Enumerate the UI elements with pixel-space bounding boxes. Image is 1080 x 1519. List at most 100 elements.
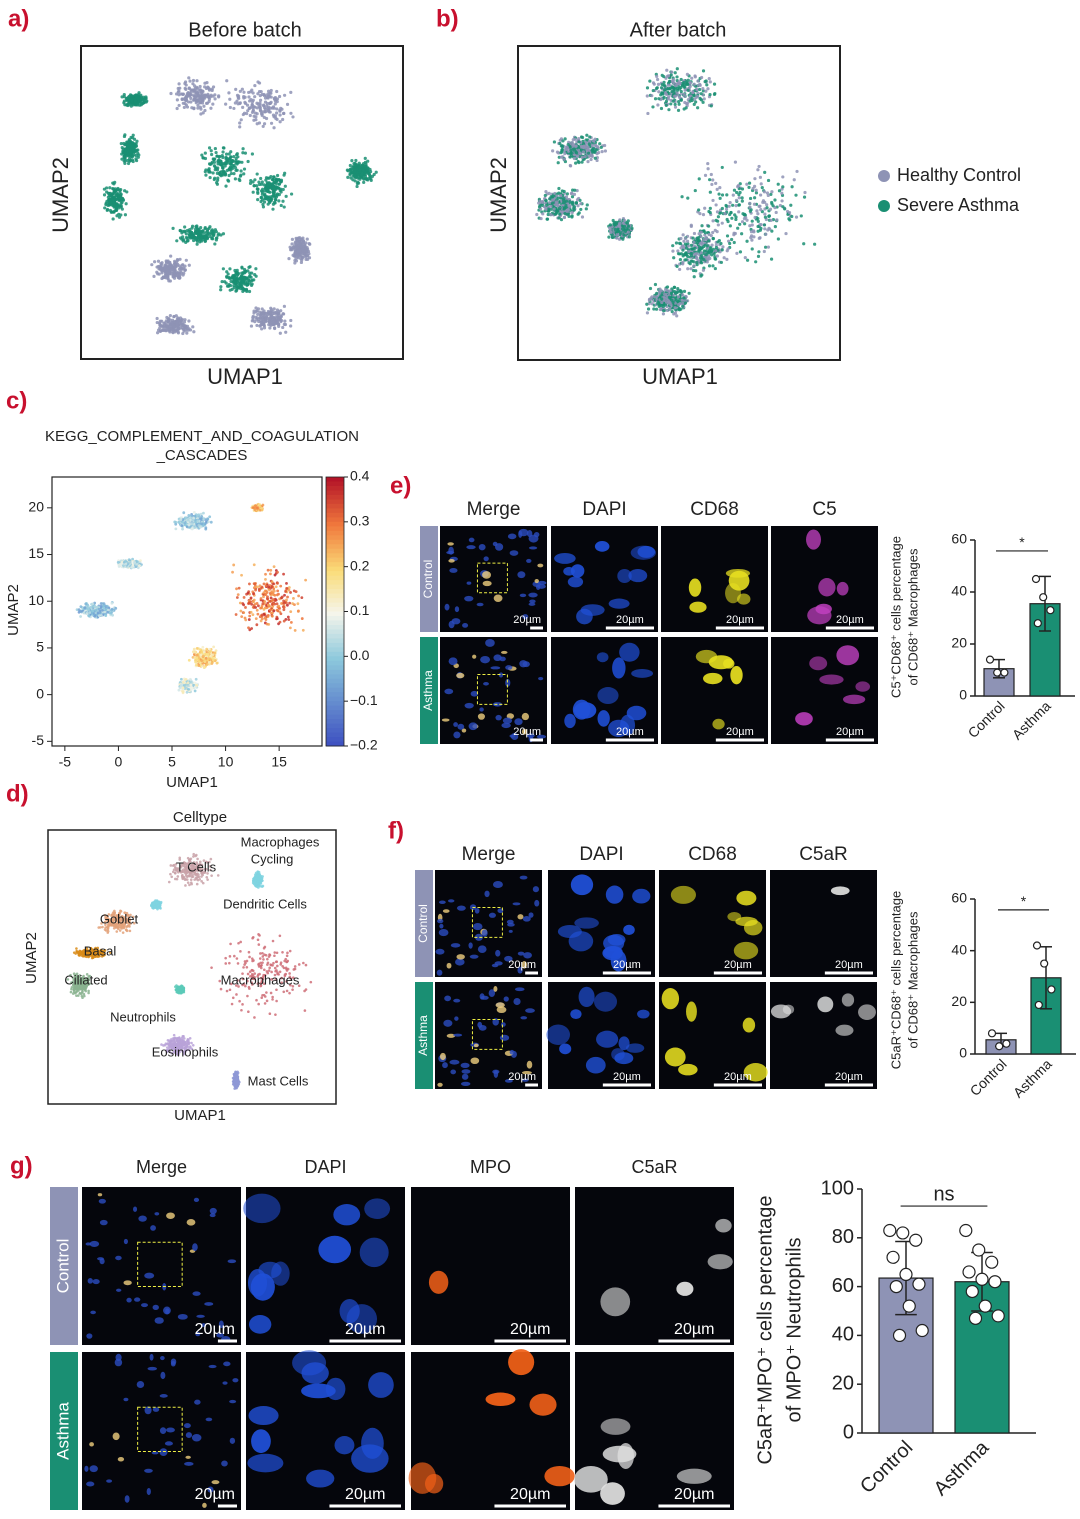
cell-dot bbox=[227, 152, 231, 156]
cell-dot bbox=[262, 110, 266, 114]
cell-dot bbox=[211, 237, 215, 241]
cell-dot bbox=[260, 190, 264, 194]
cell-dot bbox=[156, 264, 161, 269]
cell-dot bbox=[762, 223, 767, 227]
panel-title: After batch bbox=[630, 19, 727, 41]
cell-dot bbox=[268, 326, 272, 330]
cell-dot bbox=[696, 106, 700, 110]
cell-dot bbox=[686, 101, 690, 105]
cell-dot bbox=[177, 103, 181, 108]
cell-dot bbox=[701, 86, 705, 91]
cell-dot bbox=[247, 265, 251, 269]
cell-dot bbox=[753, 196, 757, 200]
cell-dot bbox=[291, 115, 295, 119]
cell-dot bbox=[212, 164, 217, 168]
cell-dot bbox=[249, 324, 254, 328]
cell-dot bbox=[763, 227, 767, 231]
cell-dot bbox=[701, 213, 706, 217]
cell-dot bbox=[265, 104, 269, 108]
cell-dot bbox=[279, 584, 283, 588]
cell-dot bbox=[199, 90, 203, 94]
cell-dot bbox=[645, 302, 649, 306]
cell-dot bbox=[745, 239, 749, 243]
cell-dot bbox=[162, 321, 166, 325]
cell-dot bbox=[692, 240, 696, 244]
cell-dot bbox=[683, 301, 688, 305]
cell-dot bbox=[272, 126, 276, 130]
cell-dot bbox=[256, 312, 260, 317]
cell-dot bbox=[781, 185, 785, 189]
cell-dot bbox=[296, 256, 300, 260]
cell-dot bbox=[227, 91, 231, 95]
cell-dot bbox=[259, 323, 263, 327]
cell-dot bbox=[152, 274, 156, 278]
cell-dot bbox=[79, 615, 82, 618]
cell-dot bbox=[209, 161, 214, 166]
cell-dot bbox=[712, 92, 717, 97]
cell-dot bbox=[190, 226, 194, 230]
cell-dot bbox=[690, 247, 694, 251]
cell-dot bbox=[250, 88, 254, 92]
cell-dot bbox=[577, 148, 581, 152]
cell-dot bbox=[715, 187, 719, 191]
cell-dot bbox=[251, 613, 255, 617]
cell-dot bbox=[105, 208, 109, 212]
cell-dot bbox=[114, 606, 118, 610]
cell-dot bbox=[677, 80, 681, 84]
cell-dot bbox=[703, 173, 708, 177]
cell-dot bbox=[225, 79, 229, 83]
cell-dot bbox=[668, 307, 672, 311]
cell-dot bbox=[580, 155, 584, 159]
cell-dot bbox=[558, 212, 562, 216]
cell-dot bbox=[551, 198, 555, 202]
cell-dot bbox=[200, 515, 204, 518]
cell-dot bbox=[714, 181, 718, 185]
cell-dot bbox=[258, 101, 262, 105]
cell-dot bbox=[297, 594, 301, 598]
cell-dot bbox=[130, 98, 134, 102]
cell-dot bbox=[194, 236, 198, 240]
cell-dot bbox=[711, 230, 715, 235]
cell-dot bbox=[745, 182, 749, 186]
cell-dot bbox=[168, 323, 172, 327]
cell-dot bbox=[198, 84, 202, 89]
cell-dot bbox=[185, 331, 189, 335]
cell-dot bbox=[586, 159, 590, 164]
cell-dot bbox=[304, 578, 308, 582]
cell-dot bbox=[614, 222, 619, 226]
cell-dot bbox=[682, 296, 686, 300]
cell-dot bbox=[711, 198, 715, 203]
cell-dot bbox=[710, 243, 714, 247]
cell-dot bbox=[738, 190, 742, 195]
cell-dot bbox=[733, 213, 737, 217]
cell-dot bbox=[566, 208, 570, 212]
cell-dot bbox=[264, 186, 268, 190]
cell-dot bbox=[697, 248, 702, 252]
cell-dot bbox=[573, 188, 577, 192]
cell-dot bbox=[234, 168, 238, 172]
cell-dot bbox=[164, 259, 168, 263]
cell-dot bbox=[225, 270, 229, 274]
cell-dot bbox=[262, 582, 266, 586]
cell-dot bbox=[356, 180, 360, 184]
cell-dot bbox=[535, 212, 539, 217]
cell-dot bbox=[304, 247, 309, 251]
cell-dot bbox=[709, 249, 714, 253]
cell-dot bbox=[119, 141, 123, 146]
cell-dot bbox=[260, 327, 264, 331]
cell-dot bbox=[672, 312, 676, 316]
cell-dot bbox=[126, 161, 131, 166]
cell-dot bbox=[284, 330, 288, 334]
cell-dot bbox=[254, 267, 258, 271]
cell-dot bbox=[247, 618, 251, 621]
cell-dot bbox=[682, 92, 686, 97]
cell-dot bbox=[138, 564, 141, 568]
cell-dot bbox=[213, 176, 217, 180]
cell-dot bbox=[547, 191, 551, 195]
cell-dot bbox=[232, 172, 236, 176]
cell-dot bbox=[261, 202, 265, 207]
cell-dot bbox=[116, 193, 120, 198]
cell-dot bbox=[203, 108, 207, 113]
cell-dot bbox=[206, 86, 210, 90]
cell-dot bbox=[205, 227, 210, 232]
